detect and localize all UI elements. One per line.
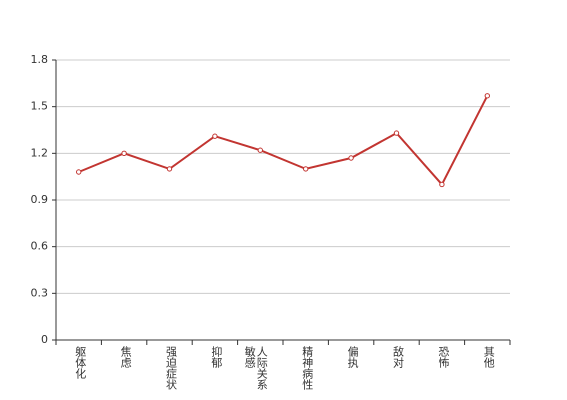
x-tick-label: 抑郁 [209, 346, 223, 368]
y-tick-label: 1.2 [31, 146, 49, 159]
y-tick-label: 0.3 [31, 286, 49, 299]
y-tick-label: 0.9 [31, 193, 49, 206]
y-tick-label: 0.6 [31, 240, 49, 253]
x-tick-label: 强迫症状 [164, 346, 178, 390]
x-tick-label: 人际关系敏感 [243, 346, 269, 390]
point [393, 130, 400, 136]
y-tick-label: 0 [41, 333, 48, 346]
point [484, 93, 490, 99]
x-tick-label: 偏执 [346, 346, 360, 368]
x-tick-label: 其他 [482, 346, 496, 368]
point [121, 150, 127, 157]
y-tick-label: 1.8 [31, 53, 49, 66]
x-tick-label: 精神病性 [300, 346, 314, 390]
x-tick-label: 恐怖 [436, 346, 450, 368]
point [212, 133, 218, 139]
line [78, 95, 489, 187]
point [303, 166, 309, 172]
point [439, 181, 445, 188]
x-tick-label: 焦虑 [119, 346, 133, 368]
point [166, 166, 173, 172]
x-tick-label: 躯体化 [73, 346, 87, 379]
x-tick-label: 敌对 [391, 346, 405, 368]
point [257, 147, 263, 153]
point [76, 169, 82, 175]
y-tick-label: 1.5 [31, 100, 49, 113]
point [348, 155, 354, 161]
